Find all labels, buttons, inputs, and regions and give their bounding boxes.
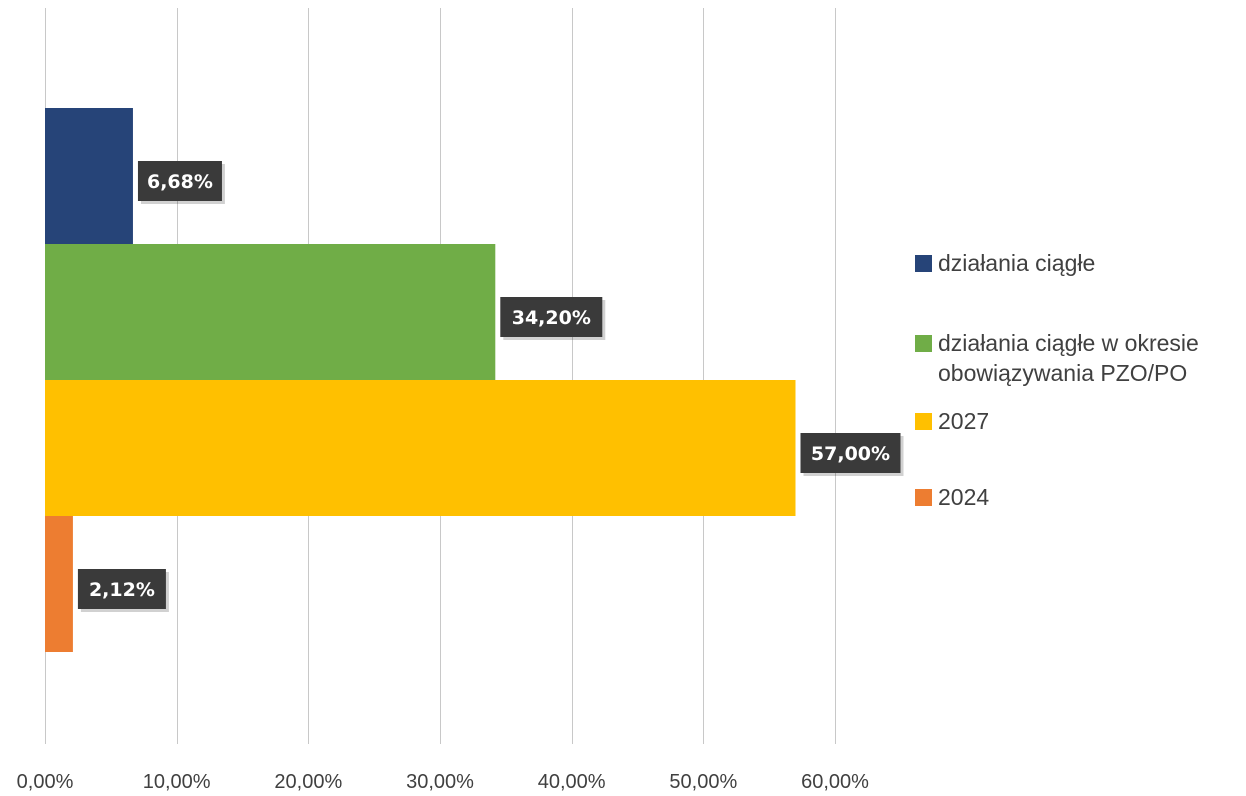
bars	[45, 108, 796, 652]
data-label-box	[137, 161, 222, 201]
x-tick-label: 60,00%	[801, 771, 869, 793]
bar	[45, 244, 496, 380]
legend-label: 2027	[938, 408, 990, 434]
x-tick-label: 20,00%	[274, 771, 342, 793]
data-label: 2,12%	[89, 579, 155, 601]
legend-item-ciagle-pzo: działania ciągłe w okresie obowiązywania…	[915, 328, 1238, 388]
legend-swatch	[915, 255, 932, 272]
data-label: 6,68%	[147, 171, 213, 193]
legend-item-ciagle: działania ciągłe	[915, 248, 1238, 278]
legend-item-2027: 2027	[915, 406, 1238, 436]
bar	[45, 108, 133, 244]
bar	[45, 516, 73, 652]
bar	[45, 380, 796, 516]
data-label-box	[77, 569, 166, 609]
data-label: 34,20%	[512, 307, 591, 329]
legend-label: działania ciągłe	[938, 250, 1096, 276]
x-tick-label: 0,00%	[17, 771, 74, 793]
x-axis-tick-labels: 0,00% 10,00% 20,00% 30,00% 40,00% 50,00% 60,00…	[17, 771, 869, 793]
data-label: 57,00%	[811, 443, 890, 465]
data-label-box	[500, 297, 603, 337]
data-label-box	[800, 433, 901, 473]
x-tick-label: 10,00%	[143, 771, 211, 793]
x-tick-label: 50,00%	[669, 771, 737, 793]
legend-label: 2024	[938, 484, 990, 510]
legend-swatch	[915, 335, 932, 352]
legend-item-2024: 2024	[915, 482, 1238, 512]
data-labels: 6,68% 34,20% 57,00% 2,12%	[77, 161, 904, 612]
legend-swatch	[915, 489, 932, 506]
x-tick-label: 40,00%	[538, 771, 606, 793]
legend-swatch	[915, 413, 932, 430]
x-tick-label: 30,00%	[406, 771, 474, 793]
legend-label: działania ciągłe w okresie obowiązywania…	[938, 330, 1199, 386]
